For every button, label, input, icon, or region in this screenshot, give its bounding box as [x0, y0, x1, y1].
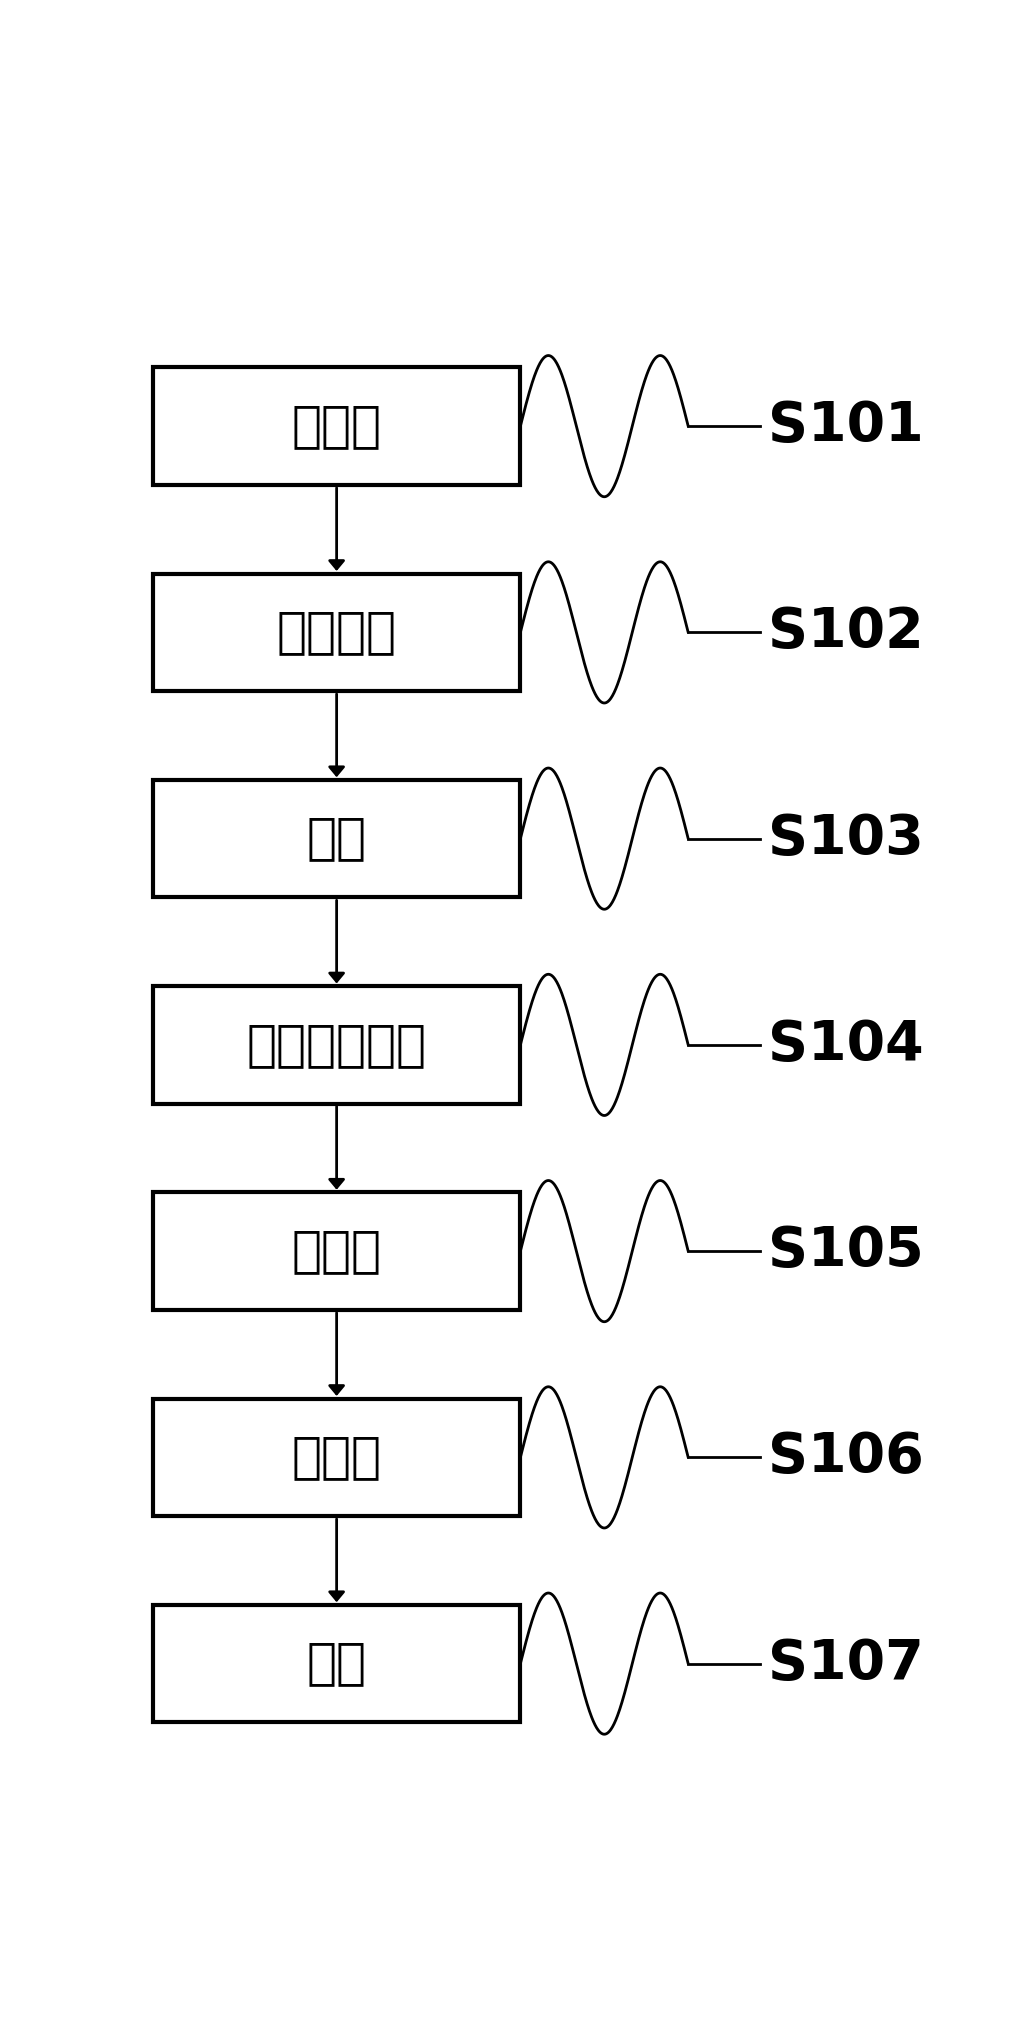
Text: 酸碱中和清洗: 酸碱中和清洗	[246, 1021, 427, 1068]
Bar	[153, 1604, 521, 1722]
Text: 预清洗: 预清洗	[292, 401, 381, 450]
Text: 圆润化: 圆润化	[292, 1227, 381, 1276]
Text: S105: S105	[768, 1225, 924, 1278]
Text: 去损伤层: 去损伤层	[276, 609, 397, 656]
Bar	[153, 367, 521, 485]
Text: S102: S102	[768, 605, 924, 660]
Text: 烘干: 烘干	[306, 1641, 367, 1687]
Bar	[153, 781, 521, 897]
Bar	[153, 986, 521, 1105]
Text: 后清洗: 后清洗	[292, 1433, 381, 1482]
Text: S101: S101	[768, 399, 924, 452]
Text: S103: S103	[768, 811, 924, 866]
Bar	[153, 573, 521, 691]
Bar	[153, 1192, 521, 1310]
Text: S107: S107	[768, 1637, 924, 1692]
Text: S106: S106	[768, 1431, 924, 1484]
Bar	[153, 1398, 521, 1516]
Text: 制绒: 制绒	[306, 815, 367, 862]
Text: S104: S104	[768, 1017, 924, 1072]
